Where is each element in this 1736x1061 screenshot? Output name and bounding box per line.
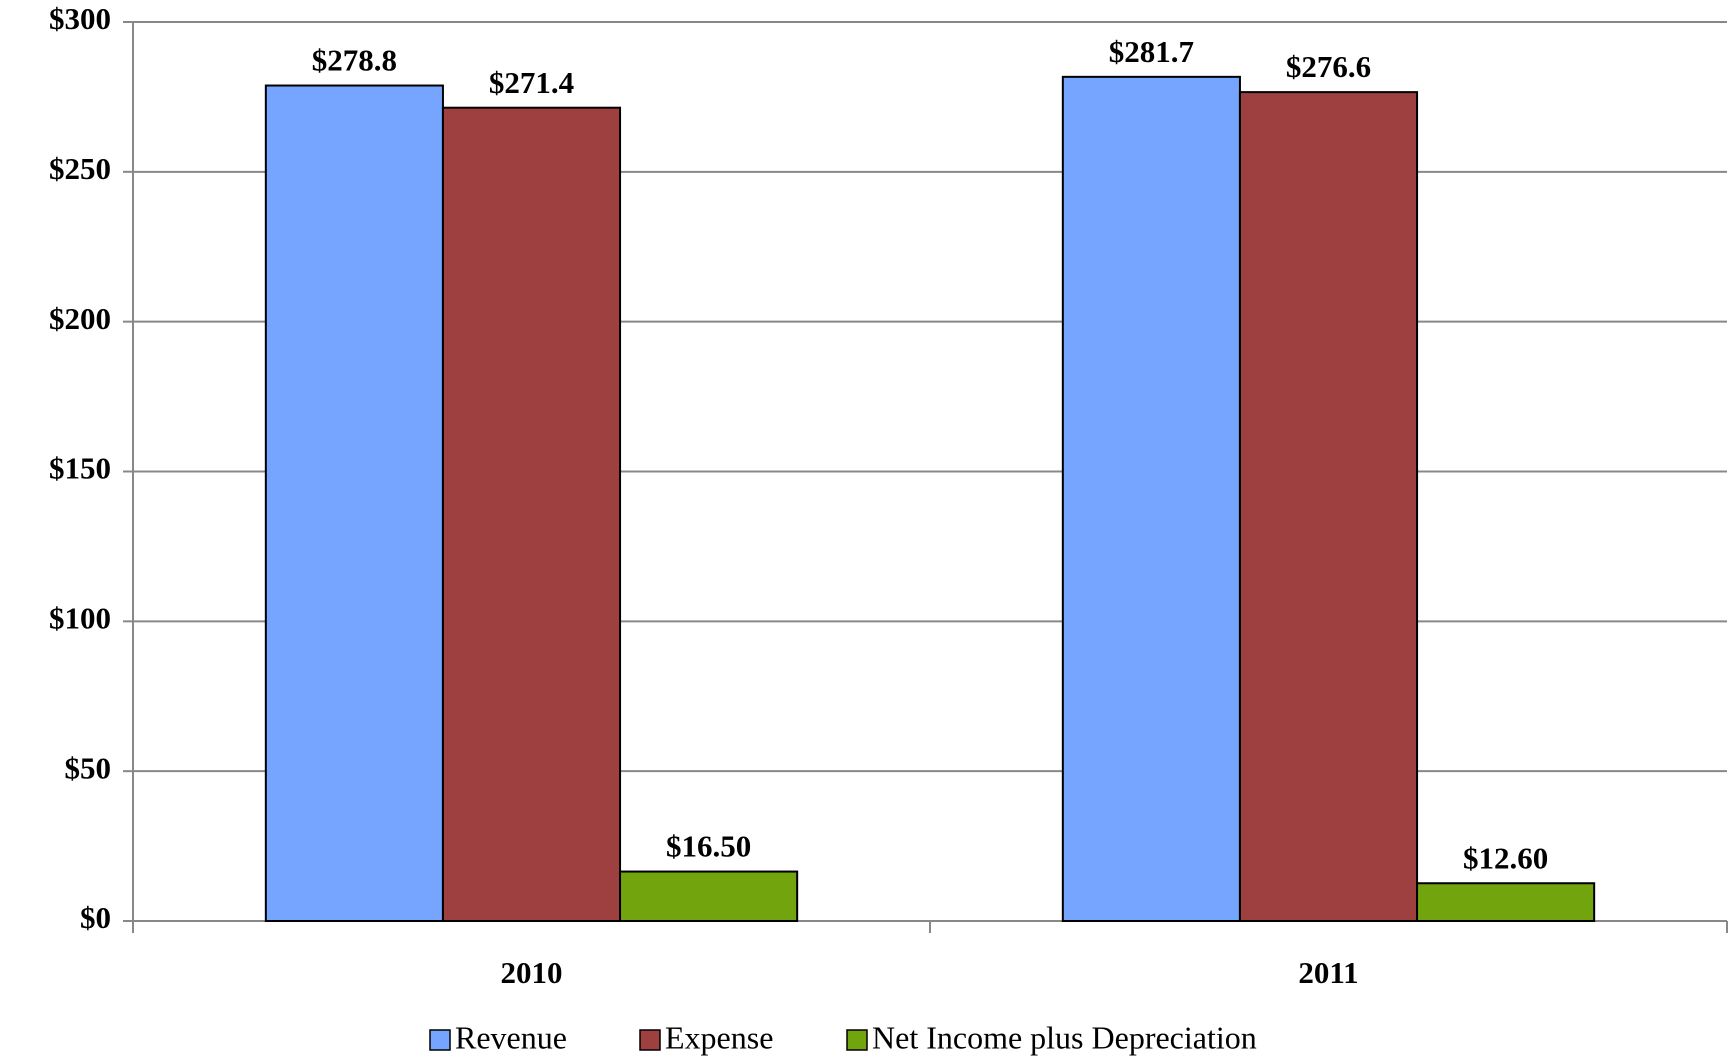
x-tick-label: 2011 (1298, 955, 1358, 990)
legend-label: Revenue (455, 1019, 567, 1055)
data-label: $278.8 (312, 43, 397, 78)
bar (619, 870, 799, 922)
bar (1061, 75, 1241, 923)
data-label: $12.60 (1463, 840, 1548, 875)
bar (1416, 882, 1596, 923)
bar (441, 106, 622, 923)
legend-label: Expense (665, 1019, 773, 1055)
x-tick-label: 2010 (501, 955, 563, 990)
y-tick-label: $100 (49, 600, 111, 635)
y-tick-label: $50 (65, 750, 112, 785)
y-tick-label: $0 (80, 900, 111, 935)
legend-swatch (639, 1029, 661, 1051)
data-label: $276.6 (1286, 49, 1371, 84)
y-tick-label: $250 (49, 151, 111, 186)
y-tick-label: $150 (49, 451, 111, 486)
bar (1238, 91, 1419, 922)
data-label: $271.4 (489, 65, 574, 100)
bar (264, 84, 444, 922)
legend-swatch (429, 1029, 451, 1051)
data-label: $281.7 (1109, 34, 1194, 69)
legend-swatch (846, 1029, 868, 1051)
legend-label: Net Income plus Depreciation (872, 1019, 1257, 1055)
y-tick-label: $200 (49, 301, 111, 336)
y-tick-label: $300 (49, 1, 111, 36)
data-label: $16.50 (666, 829, 751, 864)
